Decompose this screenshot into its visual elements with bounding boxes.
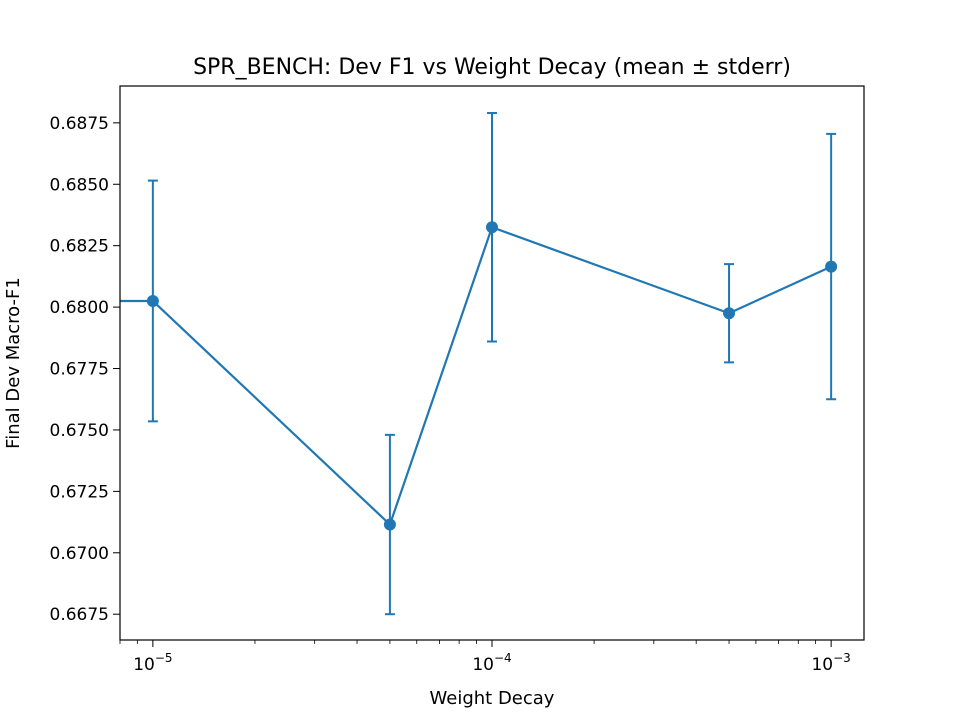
- y-tick-label: 0.6800: [50, 298, 109, 318]
- data-point: [486, 221, 498, 234]
- y-axis: 0.6675 0.6700 0.6725 0.6750 0.6775 0.6800 0.68…: [50, 114, 120, 625]
- x-tick-label: 10−3: [811, 651, 850, 675]
- data-point: [825, 260, 838, 273]
- x-axis: 10−5 10−4 10−3: [119, 640, 851, 675]
- x-tick-label: 10−5: [133, 651, 172, 675]
- y-tick-label: 0.6700: [50, 544, 109, 564]
- data-point: [146, 294, 159, 307]
- y-tick-label: 0.6675: [50, 605, 109, 625]
- y-tick-label: 0.6750: [50, 421, 109, 441]
- chart-title: SPR_BENCH: Dev F1 vs Weight Decay (mean …: [193, 55, 791, 80]
- data-point: [723, 307, 736, 320]
- series-line: [120, 226, 832, 526]
- series-group: [120, 112, 838, 616]
- y-tick-label: 0.6850: [50, 175, 109, 195]
- x-axis-label: Weight Decay: [430, 688, 555, 709]
- x-tick-label: 10−4: [472, 651, 511, 675]
- y-axis-label: Final Dev Macro-F1: [3, 277, 24, 449]
- y-tick-label: 0.6775: [50, 360, 109, 380]
- y-tick-label: 0.6725: [50, 482, 109, 502]
- plot-area: [120, 112, 838, 616]
- data-point: [383, 518, 396, 531]
- y-tick-label: 0.6875: [50, 114, 109, 134]
- y-tick-label: 0.6825: [50, 237, 109, 257]
